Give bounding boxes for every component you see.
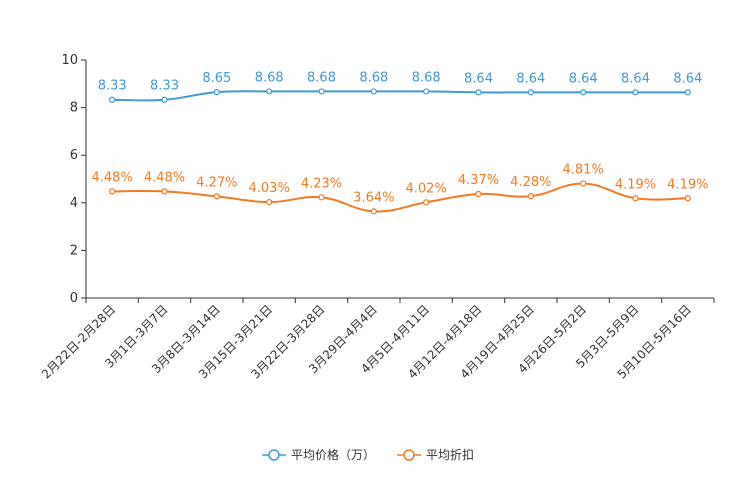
data-point[interactable]	[632, 89, 639, 96]
chart-axes: 02468102月22日-2月28日3月1日-3月7日3月8日-3月14日3月1…	[39, 53, 715, 382]
y-tick-label: 2	[70, 243, 78, 258]
data-label: 4.81%	[563, 163, 604, 178]
data-label: 8.68	[255, 70, 284, 85]
data-label: 8.68	[359, 70, 388, 85]
data-label: 4.19%	[615, 177, 656, 192]
data-point[interactable]	[109, 96, 116, 103]
y-tick-label: 0	[70, 291, 78, 306]
data-point[interactable]	[684, 195, 691, 202]
data-point[interactable]	[423, 199, 430, 206]
data-label: 8.68	[307, 70, 336, 85]
data-label: 8.33	[98, 79, 127, 94]
data-label: 4.03%	[249, 181, 290, 196]
data-label: 4.28%	[510, 175, 551, 190]
data-label: 8.64	[673, 71, 702, 86]
data-point[interactable]	[109, 188, 116, 195]
series-line	[112, 90, 688, 102]
data-point[interactable]	[161, 96, 168, 103]
data-point[interactable]	[527, 89, 534, 96]
y-tick-label: 4	[70, 196, 78, 211]
data-label: 4.23%	[301, 176, 342, 191]
data-label: 4.37%	[458, 173, 499, 188]
data-point[interactable]	[632, 195, 639, 202]
y-tick-label: 6	[70, 148, 78, 163]
series-1: 8.33 8.33 8.65 8.68 8.68 8.68 8.68 8.64 8.64 8.64…	[98, 70, 702, 103]
data-point[interactable]	[527, 193, 534, 200]
data-point[interactable]	[475, 190, 482, 198]
data-label: 8.64	[464, 71, 493, 86]
data-point[interactable]	[580, 180, 587, 187]
y-tick-label: 10	[61, 53, 78, 68]
data-point[interactable]	[266, 88, 273, 95]
chart-legend[interactable]: 平均价格（万） 平均折扣	[262, 447, 474, 462]
data-point[interactable]	[318, 88, 325, 95]
data-label: 3.64%	[353, 190, 394, 205]
data-point[interactable]	[370, 88, 377, 95]
series-2: 4.48% 4.48% 4.27% 4.03% 4.23% 3.64% 4.02% 4.37%…	[92, 163, 708, 215]
series-layer: 8.33 8.33 8.65 8.68 8.68 8.68 8.68 8.64 8.64 8.64…	[92, 70, 708, 215]
data-point[interactable]	[684, 89, 691, 96]
data-point[interactable]	[370, 208, 377, 215]
data-point[interactable]	[318, 194, 325, 201]
legend-item-2[interactable]: 平均折扣	[397, 447, 474, 462]
legend-marker	[268, 449, 280, 461]
data-label: 8.64	[569, 71, 598, 86]
legend-item-1[interactable]: 平均价格（万）	[262, 447, 375, 462]
data-label: 4.02%	[406, 181, 447, 196]
data-point[interactable]	[213, 89, 220, 96]
legend-marker	[403, 449, 415, 461]
legend-label: 平均折扣	[426, 447, 474, 462]
series-line	[112, 182, 688, 213]
data-label: 8.64	[621, 71, 650, 86]
legend-label: 平均价格（万）	[291, 447, 375, 462]
y-tick-label: 8	[70, 101, 78, 116]
data-point[interactable]	[213, 193, 220, 200]
data-label: 8.33	[150, 79, 179, 94]
data-label: 8.65	[202, 71, 231, 86]
data-label: 4.48%	[144, 170, 185, 185]
data-point[interactable]	[475, 89, 482, 96]
data-point[interactable]	[580, 89, 587, 96]
data-label: 4.27%	[196, 175, 237, 190]
data-point[interactable]	[266, 198, 273, 206]
data-point[interactable]	[423, 88, 430, 95]
data-label: 8.68	[412, 70, 441, 85]
data-point[interactable]	[161, 188, 168, 195]
data-label: 4.48%	[92, 170, 133, 185]
data-label: 8.64	[516, 71, 545, 86]
data-label: 4.19%	[667, 177, 708, 192]
x-tick-label: 2月22日-2月28日	[39, 302, 118, 381]
